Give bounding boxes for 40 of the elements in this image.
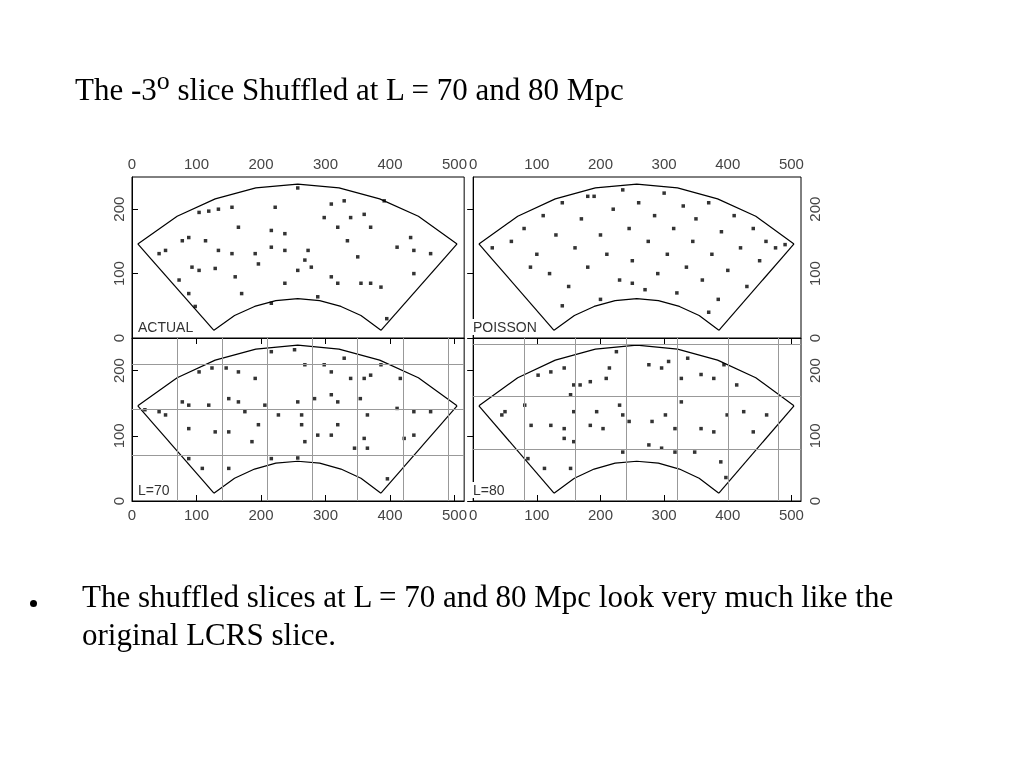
y-tick-label: 200 — [110, 358, 127, 384]
x-tick-label: 500 — [778, 506, 804, 523]
y-tick-label: 200 — [806, 358, 823, 384]
x-tick-label: 300 — [651, 155, 677, 172]
x-tick-label: 400 — [715, 506, 741, 523]
x-tick-label: 100 — [183, 506, 210, 523]
x-tick-label: 100 — [183, 155, 210, 172]
x-tick-label: 500 — [778, 155, 804, 172]
x-tick-label: 400 — [377, 506, 403, 523]
x-tick-label: 500 — [441, 155, 467, 172]
x-tick-label: 200 — [587, 155, 613, 172]
chart-title: The -3$^{o}$ slice Shuffled at L = 70 and 80 Mpc — [75, 66, 624, 109]
x-tick-label: 100 — [524, 155, 550, 172]
annotation: ACTUAL — [138, 319, 194, 335]
y-tick-label: 0 — [806, 496, 823, 506]
x-tick-label: 0 — [469, 506, 478, 523]
y-tick-label: 200 — [110, 196, 127, 222]
x-tick-label: 400 — [377, 155, 403, 172]
x-tick-label: 400 — [715, 155, 741, 172]
x-tick-label: 300 — [651, 506, 677, 523]
x-tick-label: 200 — [248, 506, 274, 523]
y-tick-label: 100 — [806, 423, 823, 449]
y-tick-label: 0 — [110, 496, 127, 506]
y-tick-label: 100 — [110, 261, 127, 287]
x-tick-label: 200 — [248, 155, 274, 172]
y-tick-label: 0 — [110, 333, 127, 343]
x-tick-label: 100 — [524, 506, 550, 523]
x-tick-label: 0 — [469, 155, 478, 172]
text: The shuffled slices at L = 70 and 80 Mpc look very much like the original LCRS slice. — [82, 578, 895, 654]
y-tick-label: 0 — [806, 333, 823, 343]
annotation: POISSON — [473, 319, 537, 335]
annotation: L=80 — [473, 482, 505, 498]
x-tick-label: 300 — [312, 506, 339, 523]
x-tick-label: 200 — [587, 506, 613, 523]
x-tick-label: 500 — [441, 506, 467, 523]
annotation: L=70 — [138, 482, 170, 498]
y-tick-label: 200 — [806, 196, 823, 222]
y-tick-label: 100 — [806, 261, 823, 287]
y-tick-label: 100 — [110, 423, 127, 449]
x-tick-label: 300 — [312, 155, 339, 172]
